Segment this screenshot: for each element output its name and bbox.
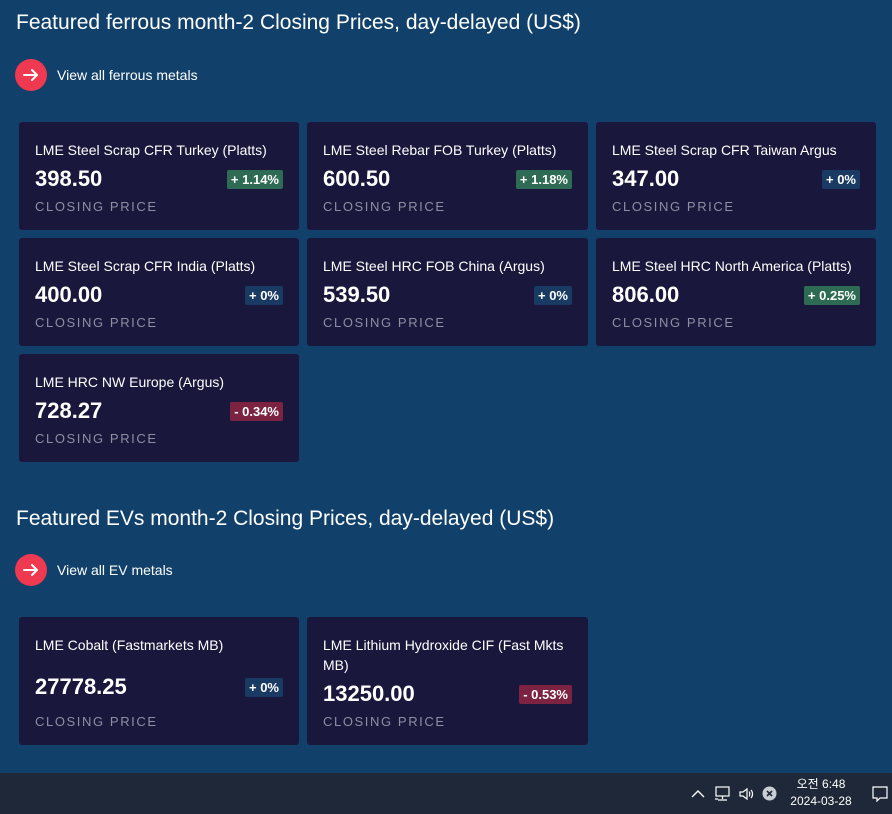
card-caption: CLOSING PRICE <box>323 714 446 729</box>
change-badge: - 0.34% <box>230 401 283 421</box>
card-price: 806.00 <box>612 282 680 307</box>
clock-date: 2024-03-28 <box>790 794 852 808</box>
card-price: 728.27 <box>35 398 103 423</box>
card-name: LME Steel Scrap CFR India (Platts) <box>35 258 256 274</box>
price-card[interactable]: LME HRC NW Europe (Argus) 728.27 - 0.34%… <box>19 354 299 462</box>
card-price: 27778.25 <box>35 674 127 699</box>
card-name: LME Steel HRC North America (Platts) <box>612 258 852 274</box>
card-price: 400.00 <box>35 282 103 307</box>
change-badge: + 1.18% <box>515 169 572 189</box>
card-caption: CLOSING PRICE <box>35 714 158 729</box>
card-price: 347.00 <box>612 166 680 191</box>
card-caption: CLOSING PRICE <box>612 199 735 214</box>
taskbar: 오전 6:48 2024-03-28 <box>0 773 892 814</box>
change-badge: + 0.25% <box>803 285 860 305</box>
price-card[interactable]: LME Steel HRC North America (Platts) 806… <box>596 238 876 346</box>
taskbar-clock[interactable]: 오전 6:48 2024-03-28 <box>782 776 860 810</box>
network-icon[interactable] <box>714 773 732 814</box>
card-name: LME Steel Rebar FOB Turkey (Platts) <box>323 142 557 158</box>
card-name: LME HRC NW Europe (Argus) <box>35 374 225 390</box>
evs-section-title: Featured EVs month-2 Closing Prices, day… <box>16 507 555 530</box>
card-caption: CLOSING PRICE <box>35 431 158 446</box>
view-all-ev-link[interactable]: View all EV metals <box>15 554 173 586</box>
card-price: 539.50 <box>323 282 391 307</box>
notification-icon[interactable] <box>872 773 888 814</box>
chevron-up-icon[interactable] <box>691 773 705 814</box>
change-badge: + 1.14% <box>226 169 283 189</box>
price-card[interactable]: LME Steel Scrap CFR Taiwan Argus 347.00 … <box>596 122 876 230</box>
card-name: LME Steel HRC FOB China (Argus) <box>323 258 545 274</box>
ferrous-section-title: Featured ferrous month-2 Closing Prices,… <box>16 11 581 34</box>
card-name: LME Steel Scrap CFR Taiwan Argus <box>612 142 837 158</box>
ev-card-grid: LME Cobalt (Fastmarkets MB) 27778.25 + 0… <box>19 617 876 745</box>
clock-time: 오전 6:48 <box>796 777 846 791</box>
close-circle-icon[interactable] <box>762 773 777 814</box>
ferrous-card-grid: LME Steel Scrap CFR Turkey (Platts) 398.… <box>19 122 876 462</box>
card-price: 600.50 <box>323 166 391 191</box>
price-card[interactable]: LME Steel HRC FOB China (Argus) 539.50 +… <box>307 238 588 346</box>
view-all-ferrous-label[interactable]: View all ferrous metals <box>57 67 198 83</box>
card-name: LME Cobalt (Fastmarkets MB) <box>35 637 224 653</box>
change-badge: + 0% <box>534 285 572 305</box>
card-caption: CLOSING PRICE <box>35 315 158 330</box>
card-name: LME Lithium Hydroxide CIF (Fast Mkts MB) <box>323 637 564 673</box>
view-all-ferrous-link[interactable]: View all ferrous metals <box>15 59 198 91</box>
view-all-ev-label[interactable]: View all EV metals <box>57 562 173 578</box>
arrow-right-icon[interactable] <box>15 59 47 91</box>
arrow-right-icon[interactable] <box>15 554 47 586</box>
change-badge: - 0.53% <box>519 684 572 704</box>
change-badge: + 0% <box>822 169 860 189</box>
card-caption: CLOSING PRICE <box>323 199 446 214</box>
price-card[interactable]: LME Steel Scrap CFR Turkey (Platts) 398.… <box>19 122 299 230</box>
change-badge: + 0% <box>245 677 283 697</box>
price-card[interactable]: LME Steel Scrap CFR India (Platts) 400.0… <box>19 238 299 346</box>
price-card[interactable]: LME Lithium Hydroxide CIF (Fast Mkts MB)… <box>307 617 588 745</box>
card-caption: CLOSING PRICE <box>323 315 446 330</box>
volume-icon[interactable] <box>738 773 756 814</box>
change-badge: + 0% <box>245 285 283 305</box>
price-card[interactable]: LME Cobalt (Fastmarkets MB) 27778.25 + 0… <box>19 617 299 745</box>
card-price: 398.50 <box>35 166 103 191</box>
card-caption: CLOSING PRICE <box>35 199 158 214</box>
card-name: LME Steel Scrap CFR Turkey (Platts) <box>35 142 267 158</box>
card-caption: CLOSING PRICE <box>612 315 735 330</box>
card-price: 13250.00 <box>323 681 415 706</box>
price-card[interactable]: LME Steel Rebar FOB Turkey (Platts) 600.… <box>307 122 588 230</box>
